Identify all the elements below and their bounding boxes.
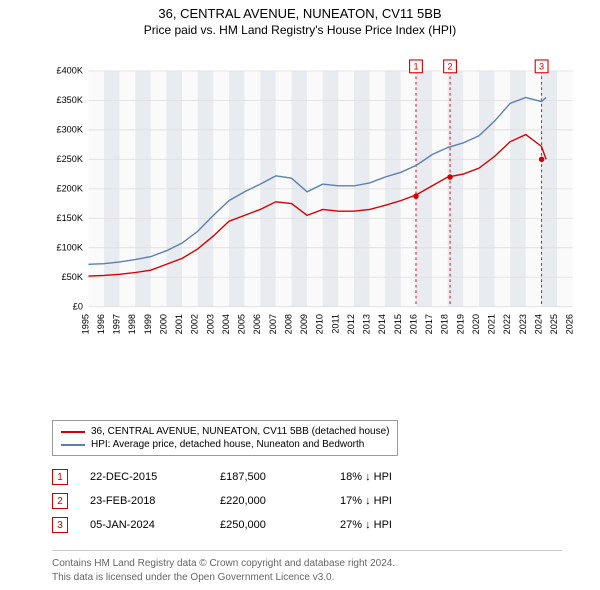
svg-text:2001: 2001: [174, 314, 184, 334]
sale-diff: 18% ↓ HPI: [340, 471, 460, 483]
svg-text:2019: 2019: [455, 314, 465, 334]
svg-text:2023: 2023: [518, 314, 528, 334]
sale-date: 05-JAN-2024: [90, 519, 220, 531]
svg-text:2011: 2011: [330, 314, 340, 334]
svg-text:2005: 2005: [237, 314, 247, 334]
svg-text:£100K: £100K: [57, 242, 83, 252]
svg-text:2009: 2009: [299, 314, 309, 334]
chart-subtitle: Price paid vs. HM Land Registry's House …: [0, 21, 600, 37]
svg-text:£250K: £250K: [57, 154, 83, 164]
sale-price: £220,000: [220, 495, 340, 507]
svg-text:2017: 2017: [424, 314, 434, 334]
svg-text:2013: 2013: [362, 314, 372, 334]
svg-text:1995: 1995: [80, 314, 90, 334]
footer-line2: This data is licensed under the Open Gov…: [52, 571, 562, 585]
sale-price: £250,000: [220, 519, 340, 531]
svg-text:2025: 2025: [549, 314, 559, 334]
svg-text:2000: 2000: [158, 314, 168, 334]
svg-text:£400K: £400K: [57, 66, 83, 76]
svg-text:2024: 2024: [533, 314, 543, 334]
legend-row-red: 36, CENTRAL AVENUE, NUNEATON, CV11 5BB (…: [61, 425, 389, 438]
svg-text:2015: 2015: [393, 314, 403, 334]
sale-diff: 27% ↓ HPI: [340, 519, 460, 531]
sale-date: 23-FEB-2018: [90, 495, 220, 507]
svg-text:£200K: £200K: [57, 184, 83, 194]
svg-text:2004: 2004: [221, 314, 231, 334]
legend-label-red: 36, CENTRAL AVENUE, NUNEATON, CV11 5BB (…: [91, 426, 389, 437]
svg-text:2022: 2022: [502, 314, 512, 334]
svg-text:2: 2: [448, 61, 453, 71]
sale-row: 2 23-FEB-2018£220,00017% ↓ HPI: [52, 489, 460, 513]
svg-text:2010: 2010: [315, 314, 325, 334]
sale-row: 1 22-DEC-2015£187,50018% ↓ HPI: [52, 465, 460, 489]
svg-text:2018: 2018: [440, 314, 450, 334]
sale-row: 3 05-JAN-2024£250,00027% ↓ HPI: [52, 513, 460, 537]
svg-text:2016: 2016: [408, 314, 418, 334]
svg-text:2012: 2012: [346, 314, 356, 334]
svg-text:£350K: £350K: [57, 95, 83, 105]
svg-text:£0: £0: [73, 301, 83, 311]
legend-swatch-blue: [61, 444, 85, 446]
sale-badge: 2: [52, 493, 68, 509]
sale-price: £187,500: [220, 471, 340, 483]
footer: Contains HM Land Registry data © Crown c…: [52, 550, 562, 584]
chart-container: 36, CENTRAL AVENUE, NUNEATON, CV11 5BB P…: [0, 0, 600, 590]
svg-text:1999: 1999: [143, 314, 153, 334]
line-chart: £0 £50K £100K £150K £200K £250K £300K £350K £400…: [50, 48, 580, 368]
legend-label-blue: HPI: Average price, detached house, Nune…: [91, 439, 364, 450]
svg-text:3: 3: [539, 61, 544, 71]
sales-table: 1 22-DEC-2015£187,50018% ↓ HPI 2 23-FEB-201…: [52, 465, 460, 537]
svg-text:2026: 2026: [565, 314, 575, 334]
svg-text:£150K: £150K: [57, 213, 83, 223]
svg-text:2020: 2020: [471, 314, 481, 334]
svg-text:£50K: £50K: [62, 272, 83, 282]
sale-badge: 3: [52, 517, 68, 533]
svg-text:1996: 1996: [96, 314, 106, 334]
svg-text:1997: 1997: [112, 314, 122, 334]
svg-text:2006: 2006: [252, 314, 262, 334]
svg-text:2002: 2002: [190, 314, 200, 334]
footer-line1: Contains HM Land Registry data © Crown c…: [52, 557, 562, 571]
svg-text:2007: 2007: [268, 314, 278, 334]
svg-text:1998: 1998: [127, 314, 137, 334]
svg-text:2021: 2021: [487, 314, 497, 334]
svg-text:2008: 2008: [283, 314, 293, 334]
svg-text:2014: 2014: [377, 314, 387, 334]
svg-text:1: 1: [413, 61, 418, 71]
chart-title: 36, CENTRAL AVENUE, NUNEATON, CV11 5BB: [0, 0, 600, 21]
sale-date: 22-DEC-2015: [90, 471, 220, 483]
legend-row-blue: HPI: Average price, detached house, Nune…: [61, 438, 389, 451]
legend-swatch-red: [61, 431, 85, 433]
svg-text:£300K: £300K: [57, 125, 83, 135]
legend: 36, CENTRAL AVENUE, NUNEATON, CV11 5BB (…: [52, 420, 398, 456]
sale-badge: 1: [52, 469, 68, 485]
sale-diff: 17% ↓ HPI: [340, 495, 460, 507]
svg-text:2003: 2003: [205, 314, 215, 334]
